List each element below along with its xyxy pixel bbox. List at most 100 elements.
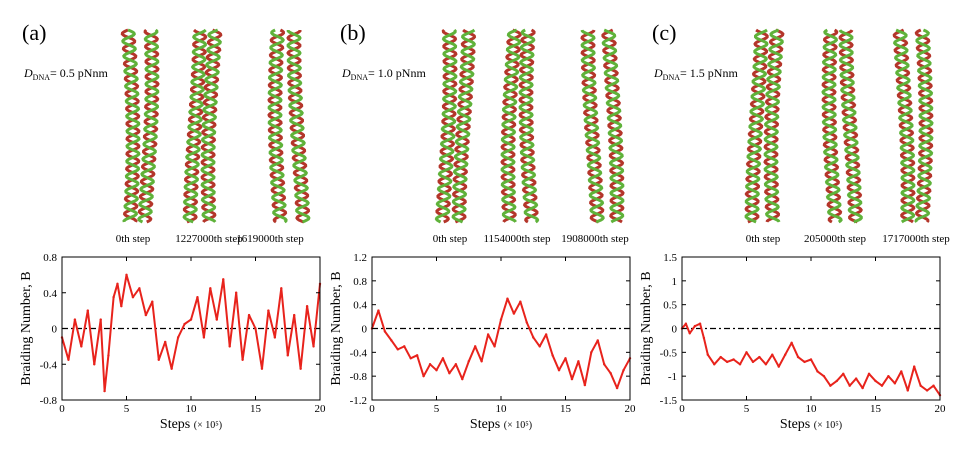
d-subscript: DNA (351, 73, 369, 82)
data-point (887, 374, 890, 378)
data-point (538, 345, 541, 348)
data-point (415, 354, 419, 357)
x-axis-title: Steps (160, 417, 194, 432)
data-point (99, 318, 102, 321)
d-symbol: D (653, 66, 663, 80)
data-point (390, 339, 393, 342)
d-value: = 0.5 pNnm (50, 66, 108, 80)
data-point (144, 313, 148, 317)
x-tick-label: 0 (369, 403, 375, 415)
panel-label: (c) (652, 20, 676, 45)
dna-strand (267, 28, 288, 224)
data-point (215, 318, 218, 321)
data-point (441, 357, 445, 360)
data-point (822, 374, 826, 378)
dna-strand (838, 29, 863, 224)
data-point (454, 363, 458, 366)
dna-strand (120, 28, 141, 223)
data-point (183, 322, 186, 326)
data-point (557, 369, 561, 372)
data-point (461, 377, 464, 381)
d-symbol: D (341, 66, 351, 80)
data-point (771, 353, 774, 356)
snapshot-label: 0th step (116, 233, 151, 245)
dna-strand (451, 28, 477, 224)
snapshot-label: 0th step (433, 233, 468, 245)
data-point (551, 354, 554, 357)
data-point (848, 384, 851, 387)
data-point (222, 278, 225, 281)
dna-strand (601, 28, 625, 224)
data-point (506, 297, 509, 300)
data-point (698, 322, 702, 325)
data-point (280, 287, 283, 290)
data-point (861, 386, 864, 390)
data-point (67, 358, 70, 361)
data-point (228, 345, 231, 348)
x-tick-label: 5 (744, 403, 750, 415)
dna-strand (286, 29, 311, 224)
braiding-chart: 0 5 10 15 20 -1.5 -1 -0.5 0 0.5 1 1.5 Steps (× 10⁵) B… (639, 252, 946, 432)
y-tick-label: -0.5 (660, 347, 678, 359)
x-axis-label: Steps (× 10⁵) (470, 417, 532, 432)
d-subscript: DNA (33, 73, 51, 82)
dna-strand (137, 28, 160, 224)
data-point (603, 363, 606, 366)
data-point (719, 355, 722, 359)
data-point (312, 345, 315, 348)
y-tick-label: -1.5 (660, 395, 678, 407)
data-point (609, 371, 612, 375)
data-point (299, 367, 302, 370)
data-point (131, 296, 135, 299)
data-point (103, 389, 106, 393)
dna-strand (200, 28, 223, 223)
data-point (474, 345, 477, 348)
y-tick-label: 0 (672, 324, 678, 336)
d-value: = 1.5 pNnm (680, 66, 738, 80)
y-tick-label: -1 (668, 371, 677, 383)
data-point (893, 382, 897, 385)
data-point (383, 330, 387, 333)
data-point (486, 333, 490, 336)
braiding-chart: 0 5 10 15 20 -1.2 -0.8 -0.4 0 0.4 0.8 1.2 Steps (× 1… (329, 252, 636, 432)
data-point (112, 296, 115, 299)
y-tick-label: -1.2 (350, 395, 367, 407)
x-tick-label: 10 (496, 403, 508, 415)
y-tick-label: 1.2 (353, 252, 367, 264)
data-point (913, 365, 916, 368)
data-point (596, 339, 599, 342)
data-point (880, 384, 884, 387)
d-dna-annotation: DDNA= 1.0 pNnm (341, 66, 426, 82)
data-point (713, 363, 716, 366)
data-point (532, 336, 535, 339)
data-point (867, 372, 871, 375)
dna-strand (914, 28, 934, 223)
data-point (874, 379, 877, 383)
data-point (176, 336, 180, 339)
data-point (403, 345, 406, 348)
data-point (396, 348, 399, 351)
data-point (615, 386, 619, 390)
data-point (493, 345, 496, 348)
data-point (906, 389, 909, 392)
x-tick-label: 20 (625, 403, 637, 415)
dna-strand (182, 28, 208, 224)
data-point (86, 309, 90, 312)
dna-strand (500, 28, 522, 223)
data-point (544, 333, 548, 336)
data-point (286, 354, 289, 357)
y-axis-label: Braiding Number, B (639, 271, 654, 385)
data-point (816, 370, 819, 373)
y-tick-label: 0.5 (663, 300, 677, 312)
dna-strand (821, 28, 843, 224)
y-tick-label: -0.8 (40, 395, 58, 407)
data-point (706, 353, 709, 356)
data-point (725, 360, 729, 364)
snapshot-label: 0th step (746, 233, 781, 245)
data-point (919, 384, 922, 387)
x-axis-unit: (× 10⁵) (194, 420, 222, 431)
data-point (622, 369, 625, 372)
x-tick-label: 15 (870, 403, 882, 415)
dna-strand (892, 28, 916, 224)
